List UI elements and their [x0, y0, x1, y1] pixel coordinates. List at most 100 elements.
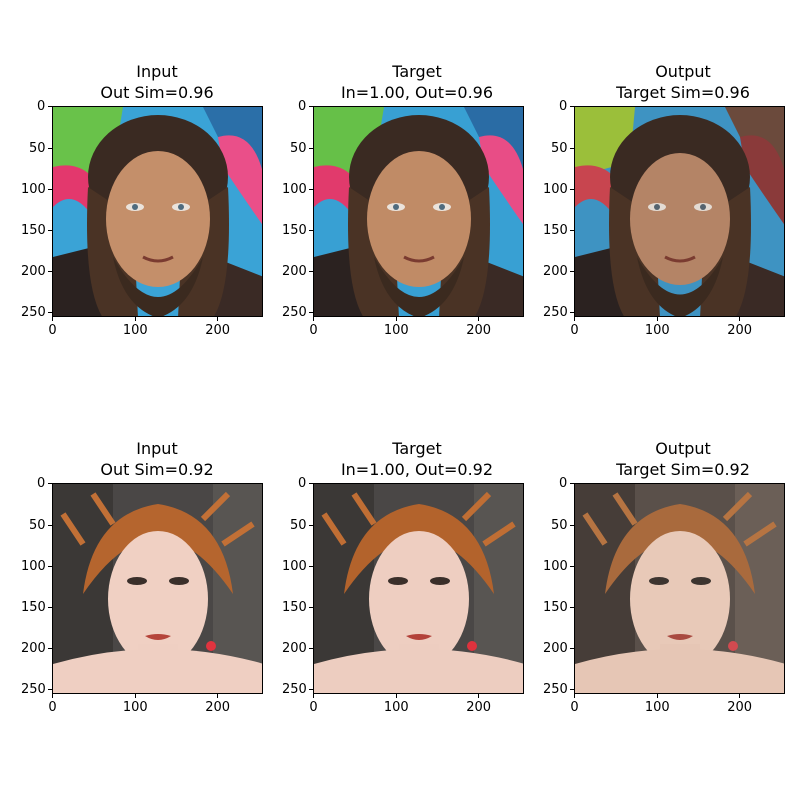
x-tick-label: 100: [122, 700, 148, 715]
x-tick-label: 100: [383, 323, 409, 338]
y-tick-mark: [309, 271, 313, 273]
x-tick-label: 0: [309, 323, 318, 338]
panel-title: Input Out Sim=0.92: [37, 438, 277, 480]
panel-title: Target In=1.00, Out=0.96: [297, 61, 537, 103]
y-tick-label: 0: [559, 476, 568, 492]
y-tick-label: 150: [543, 223, 568, 239]
y-tick-mark: [309, 230, 313, 232]
y-tick-label: 50: [29, 140, 46, 156]
x-tick-mark: [739, 694, 741, 698]
y-tick-label: 250: [282, 682, 307, 698]
y-tick-label: 150: [282, 223, 307, 239]
y-tick-mark: [570, 271, 574, 273]
y-tick-label: 50: [290, 517, 307, 533]
photo-woman: [53, 484, 262, 693]
photo-man: [575, 107, 784, 316]
title-line2: Target Sim=0.96: [616, 83, 750, 102]
image-axes: [52, 106, 263, 317]
panel-title: Target In=1.00, Out=0.92: [297, 438, 537, 480]
x-tick-mark: [52, 694, 54, 698]
image-axes: [313, 106, 524, 317]
title-line2: In=1.00, Out=0.96: [340, 83, 494, 102]
y-tick-mark: [309, 188, 313, 190]
x-tick-mark: [217, 317, 219, 321]
y-tick-label: 0: [37, 476, 46, 492]
y-tick-mark: [309, 483, 313, 485]
y-tick-label: 200: [543, 641, 568, 657]
x-tick-label: 0: [48, 700, 57, 715]
y-tick-label: 250: [282, 305, 307, 321]
title-line2: Target Sim=0.92: [616, 460, 750, 479]
y-tick-mark: [570, 689, 574, 691]
y-tick-mark: [48, 230, 52, 232]
x-tick-mark: [478, 317, 480, 321]
x-tick-mark: [217, 694, 219, 698]
y-tick-label: 250: [543, 682, 568, 698]
y-tick-label: 0: [559, 99, 568, 115]
y-tick-mark: [48, 565, 52, 567]
photo-woman: [314, 484, 523, 693]
title-line1: Output: [655, 62, 711, 81]
y-tick-mark: [570, 648, 574, 650]
x-tick-mark: [478, 694, 480, 698]
y-tick-label: 150: [282, 600, 307, 616]
y-tick-mark: [48, 689, 52, 691]
y-tick-mark: [309, 147, 313, 149]
title-line1: Input: [136, 439, 178, 458]
y-tick-mark: [48, 648, 52, 650]
x-tick-label: 0: [570, 323, 579, 338]
y-tick-label: 250: [543, 305, 568, 321]
y-tick-mark: [570, 607, 574, 609]
y-tick-label: 150: [543, 600, 568, 616]
x-tick-mark: [134, 317, 136, 321]
y-tick-label: 100: [543, 558, 568, 574]
x-tick-label: 200: [727, 323, 753, 338]
y-tick-label: 100: [282, 181, 307, 197]
y-tick-mark: [48, 147, 52, 149]
x-tick-mark: [134, 694, 136, 698]
x-tick-label: 200: [466, 700, 492, 715]
y-tick-label: 50: [29, 517, 46, 533]
y-tick-label: 100: [21, 181, 46, 197]
y-tick-mark: [570, 147, 574, 149]
title-line1: Target: [392, 62, 442, 81]
x-tick-label: 200: [466, 323, 492, 338]
x-tick-mark: [574, 317, 576, 321]
y-tick-label: 100: [543, 181, 568, 197]
photo-man: [314, 107, 523, 316]
y-tick-mark: [309, 312, 313, 314]
y-tick-label: 0: [298, 99, 307, 115]
panel-title: Input Out Sim=0.96: [37, 61, 277, 103]
y-tick-mark: [309, 689, 313, 691]
y-tick-mark: [309, 524, 313, 526]
title-line1: Target: [392, 439, 442, 458]
image-axes: [574, 106, 785, 317]
x-tick-label: 100: [644, 323, 670, 338]
x-tick-label: 0: [570, 700, 579, 715]
x-tick-label: 200: [205, 323, 231, 338]
photo-man: [53, 107, 262, 316]
x-tick-mark: [395, 694, 397, 698]
y-tick-label: 150: [21, 223, 46, 239]
x-tick-mark: [739, 317, 741, 321]
y-tick-mark: [570, 188, 574, 190]
y-tick-label: 200: [282, 264, 307, 280]
x-tick-label: 200: [727, 700, 753, 715]
y-tick-label: 100: [282, 558, 307, 574]
y-tick-label: 100: [21, 558, 46, 574]
y-tick-mark: [570, 106, 574, 108]
y-tick-mark: [48, 312, 52, 314]
y-tick-mark: [48, 106, 52, 108]
x-tick-mark: [395, 317, 397, 321]
image-axes: [313, 483, 524, 694]
y-tick-mark: [570, 312, 574, 314]
image-axes: [574, 483, 785, 694]
y-tick-mark: [570, 565, 574, 567]
title-line1: Input: [136, 62, 178, 81]
x-tick-mark: [656, 694, 658, 698]
y-tick-mark: [309, 607, 313, 609]
y-tick-label: 50: [551, 140, 568, 156]
y-tick-mark: [309, 565, 313, 567]
y-tick-mark: [570, 230, 574, 232]
x-tick-mark: [313, 317, 315, 321]
